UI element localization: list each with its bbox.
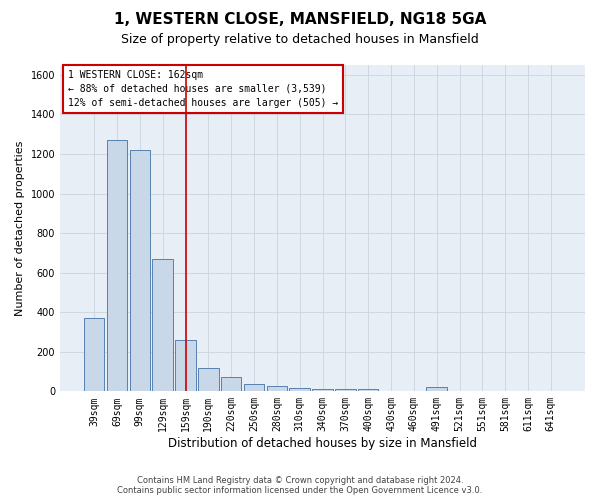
Bar — [312, 389, 333, 392]
Bar — [289, 388, 310, 392]
Bar — [221, 378, 241, 392]
Bar — [266, 386, 287, 392]
Bar — [175, 340, 196, 392]
Bar — [358, 390, 379, 392]
Text: Contains HM Land Registry data © Crown copyright and database right 2024.
Contai: Contains HM Land Registry data © Crown c… — [118, 476, 482, 495]
Y-axis label: Number of detached properties: Number of detached properties — [15, 140, 25, 316]
Bar — [335, 389, 356, 392]
Bar — [198, 368, 218, 392]
Bar — [427, 388, 447, 392]
Bar — [107, 140, 127, 392]
Bar — [130, 150, 150, 392]
X-axis label: Distribution of detached houses by size in Mansfield: Distribution of detached houses by size … — [168, 437, 477, 450]
Text: Size of property relative to detached houses in Mansfield: Size of property relative to detached ho… — [121, 32, 479, 46]
Bar — [244, 384, 264, 392]
Bar — [152, 259, 173, 392]
Bar — [84, 318, 104, 392]
Text: 1, WESTERN CLOSE, MANSFIELD, NG18 5GA: 1, WESTERN CLOSE, MANSFIELD, NG18 5GA — [114, 12, 486, 28]
Text: 1 WESTERN CLOSE: 162sqm
← 88% of detached houses are smaller (3,539)
12% of semi: 1 WESTERN CLOSE: 162sqm ← 88% of detache… — [68, 70, 338, 108]
